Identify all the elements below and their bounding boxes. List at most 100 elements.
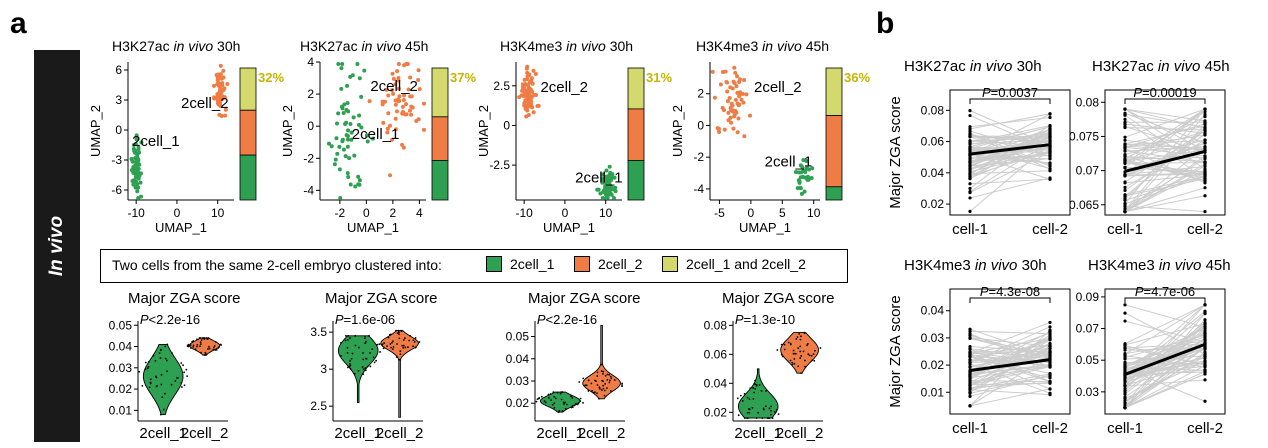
umap3-point-2cell_1-2 — [607, 164, 612, 169]
pair3-title-part-1: in vivo — [975, 257, 1018, 274]
umap4-point-2cell_2-55 — [715, 126, 720, 131]
umap1-point-2cell_1-33 — [139, 140, 144, 145]
vio3-point-2cell_2-22 — [608, 381, 611, 384]
pair1-pair-line-63 — [969, 137, 1051, 142]
umap2-point-2cell_1-31 — [339, 104, 344, 109]
vio4-point-2cell_1-19 — [762, 407, 765, 410]
umap4-point-2cell_2-47 — [730, 103, 735, 108]
vio3-point-2cell_2-43 — [578, 381, 581, 383]
pair2-point-cell2-65 — [1203, 160, 1207, 164]
vio2-point-2cell_1-1 — [369, 352, 371, 354]
umap2-cluster-label-1: 2cell_2 — [370, 78, 418, 95]
vio1-point-2cell_1-27 — [165, 359, 168, 362]
vio3-point-2cell_1-29 — [582, 401, 584, 404]
pair3-point-cell1-54 — [968, 364, 972, 369]
pair3-point-cell2-58 — [1048, 361, 1052, 365]
pair1-point-cell1-67 — [968, 159, 972, 164]
umap4-point-2cell_1-25 — [807, 167, 812, 172]
umap1-point-2cell_2-65 — [219, 113, 224, 118]
umap3-title-part-1: in vivo — [566, 38, 606, 54]
pair1-point-cell2-12 — [1048, 164, 1052, 168]
pair3-pair-line-48 — [969, 389, 1051, 396]
umap1-point-2cell_1-64 — [136, 196, 141, 200]
pair3-point-cell1-69 — [968, 390, 972, 394]
pair2-title: H3K27ac in vivo 45h — [1092, 58, 1230, 75]
vio2-point-2cell_1-11 — [364, 369, 367, 372]
pair1-point-cell2-46 — [1048, 156, 1052, 161]
umap2-point-2cell_1-4 — [349, 130, 354, 135]
pair4-pair-line-67 — [1124, 335, 1206, 371]
pair4-pair-line-49 — [1124, 339, 1206, 409]
umap4-title: H3K4me3 in vivo 45h — [696, 38, 829, 54]
vio3-point-2cell_1-35 — [549, 393, 552, 395]
vio2-point-2cell_1-41 — [349, 364, 352, 367]
vio3-point-2cell_2-9 — [609, 375, 612, 378]
umap3-bar-orange — [627, 108, 645, 161]
pair1-pval-p: P — [982, 85, 991, 100]
vio4-title: Major ZGA score — [722, 290, 835, 307]
vio1-point-2cell_1-14 — [182, 364, 184, 367]
pair1-point-cell1-18 — [968, 182, 972, 186]
umap4-point-2cell_1-26 — [810, 166, 815, 171]
pair2-pval-val: =0.00019 — [1142, 85, 1197, 100]
vio3-point-2cell_2-3 — [604, 374, 607, 377]
pair1-point-cell1-47 — [968, 135, 972, 139]
vio4-point-2cell_1-34 — [757, 411, 760, 414]
pair2-pair-line-52 — [1124, 108, 1206, 122]
vio3-point-2cell_2-44 — [621, 385, 623, 388]
vio2-point-2cell_2-19 — [395, 329, 397, 332]
umap2-point-2cell_2-10 — [395, 69, 400, 74]
umap3-point-2cell_1-43 — [609, 192, 614, 197]
umap4-point-2cell_2-18 — [735, 74, 740, 79]
umap1-xtick-label-0: -10 — [127, 206, 145, 220]
umap1-point-2cell_2-67 — [218, 73, 223, 78]
legend-label-2cell-1: 2cell_1 — [510, 256, 555, 272]
umap2-point-2cell_2-33 — [386, 93, 391, 98]
pair2-point-cell2-36 — [1203, 133, 1207, 137]
vio4-point-2cell_1-39 — [768, 407, 771, 410]
pair2-point-cell2-69 — [1203, 164, 1207, 168]
vio3-point-2cell_1-27 — [557, 411, 560, 414]
pair1-pair-line-20 — [969, 177, 1051, 199]
pair1-pair-line-67 — [969, 154, 1051, 163]
pair2-frame — [1104, 89, 1226, 216]
umap4-point-2cell_2-53 — [728, 85, 733, 90]
pair1-point-cell2-54 — [1048, 151, 1052, 155]
vio3-point-2cell_1-41 — [553, 406, 556, 409]
umap3-bar-green — [627, 159, 645, 201]
umap4-point-2cell_1-22 — [801, 158, 806, 163]
vio4-point-2cell_2-3 — [787, 341, 790, 344]
pair1-point-cell2-58 — [1048, 124, 1052, 129]
pair3-ytick-label-1: 0.02 — [921, 358, 945, 372]
umap2-point-2cell_1-51 — [346, 174, 351, 179]
umap4-point-2cell_2-43 — [740, 91, 745, 96]
umap2-point-2cell_1-46 — [345, 100, 350, 105]
umap2-point-2cell_1-52 — [338, 196, 343, 200]
umap2-point-2cell_1-34 — [345, 144, 350, 149]
umap4-point-2cell_2-26 — [717, 130, 722, 135]
vio3-pval: P<2.2e-16 — [537, 312, 597, 327]
umap4-bar-yellow — [825, 67, 843, 116]
umap4-point-2cell_2-59 — [733, 97, 738, 102]
pair4-point-cell1-66 — [1123, 379, 1127, 383]
umap2-point-2cell_2-0 — [409, 112, 414, 117]
umap4-point-2cell_2-23 — [732, 65, 737, 70]
umap4-point-2cell_2-50 — [737, 94, 742, 99]
vio1-point-2cell_1-9 — [161, 396, 164, 398]
umap4-ylabel: UMAP_2 — [670, 105, 685, 157]
umap4-point-2cell_2-42 — [735, 101, 740, 106]
umap3-bar-yellow — [627, 67, 645, 110]
vio1-point-2cell_2-7 — [200, 351, 202, 354]
vio1-point-2cell_2-41 — [213, 344, 216, 347]
pair2-pair-line-62 — [1124, 139, 1206, 161]
umap4-point-2cell_2-56 — [728, 115, 733, 120]
pair4-pair-line-58 — [1124, 304, 1206, 345]
umap2-point-2cell_1-26 — [362, 68, 367, 73]
vio3-point-2cell_2-31 — [598, 386, 601, 389]
pair1-ytick-label-2: 0.06 — [921, 135, 945, 149]
pair2-point-cell2-47 — [1203, 115, 1207, 119]
umap2-point-2cell_1-8 — [365, 139, 370, 144]
umap3-bar-pct: 31% — [646, 70, 672, 85]
umap2-xlabel: UMAP_1 — [347, 220, 399, 235]
pair2-point-cell2-41 — [1203, 145, 1207, 149]
